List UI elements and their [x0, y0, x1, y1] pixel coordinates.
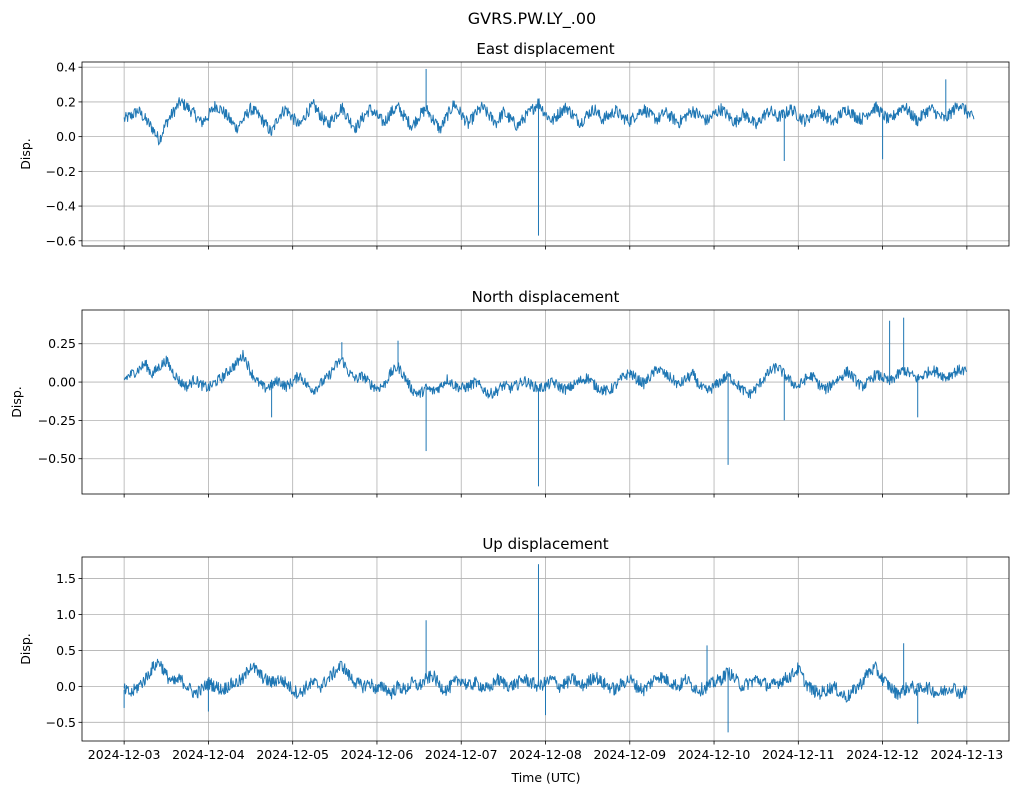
y-tick-label: 1.5 — [56, 571, 76, 586]
series-line — [123, 349, 967, 399]
panel-2: −0.50 −0.25 0.00 0.25 North displacement Disp… — [9, 288, 1010, 498]
x-tick-label: 2024-12-03 — [88, 747, 161, 762]
y-tick-label: 0.4 — [56, 60, 76, 75]
y-tick-label: 0.0 — [56, 679, 76, 694]
y-axis-label: Disp. — [18, 633, 33, 665]
panel-3: −0.5 0.0 0.5 1.0 1.5 2024-12-03 2024-12-04 2024… — [18, 535, 1010, 762]
y-tick-label: 0.5 — [56, 643, 76, 658]
x-tick-label: 2024-12-09 — [593, 747, 666, 762]
y-tick-label: 1.0 — [56, 607, 76, 622]
series-line — [123, 658, 968, 703]
x-tick-label: 2024-12-06 — [341, 747, 414, 762]
x-tick-label: 2024-12-13 — [931, 747, 1004, 762]
y-tick-label: −0.6 — [46, 233, 76, 248]
figure-title: GVRS.PW.LY_.00 — [468, 9, 596, 29]
panel-title: Up displacement — [482, 535, 608, 553]
y-axis-label: Disp. — [9, 386, 24, 418]
x-tick-label: 2024-12-08 — [509, 747, 582, 762]
y-tick-label: −0.4 — [46, 199, 76, 214]
panel-title: East displacement — [476, 40, 614, 58]
x-tick-label: 2024-12-11 — [762, 747, 835, 762]
y-tick-label: 0.00 — [48, 375, 76, 390]
y-tick-label: 0.25 — [48, 336, 76, 351]
x-tick-label: 2024-12-12 — [846, 747, 919, 762]
x-tick-label: 2024-12-05 — [256, 747, 329, 762]
y-tick-label: −0.50 — [38, 451, 76, 466]
y-tick-label: 0.0 — [56, 129, 76, 144]
x-tick-label: 2024-12-07 — [425, 747, 498, 762]
panel-1: −0.6 −0.4 −0.2 0.0 0.2 0.4 East displacement Di… — [18, 40, 1010, 250]
x-tick-label: 2024-12-10 — [678, 747, 751, 762]
x-tick-label: 2024-12-04 — [172, 747, 245, 762]
y-tick-label: −0.5 — [46, 715, 76, 730]
y-axis-label: Disp. — [18, 138, 33, 170]
series-line — [123, 97, 975, 146]
y-tick-label: −0.2 — [46, 164, 76, 179]
y-tick-label: 0.2 — [56, 94, 76, 109]
x-axis-label: Time (UTC) — [510, 770, 580, 785]
y-tick-label: −0.25 — [38, 413, 76, 428]
panel-title: North displacement — [472, 288, 620, 306]
